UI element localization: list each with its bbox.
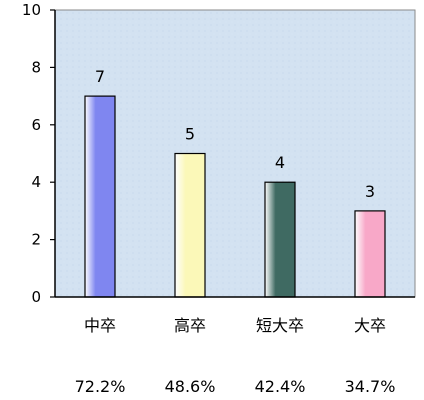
y-tick-label: 10 [22,1,41,19]
y-axis: 0 2 4 6 8 10 [22,1,55,306]
y-tick-label: 6 [31,116,41,134]
value-label: 4 [275,153,285,172]
category-label: 中卒 [84,316,116,335]
bar-大卒 [354,210,386,298]
percentage-labels: 72.2% 48.6% 42.4% 34.7% [75,377,396,396]
bar-高卒 [174,152,206,298]
y-tick-label: 8 [31,58,41,76]
bar-短大卒 [264,181,296,298]
y-tick-label: 2 [31,231,41,249]
value-label: 3 [365,182,375,201]
bar-中卒 [84,95,116,298]
category-labels: 中卒 高卒 短大卒 大卒 [84,316,386,335]
value-labels: 7 5 4 3 [95,67,375,201]
bars [84,95,386,298]
value-label: 7 [95,67,105,86]
category-label: 大卒 [354,316,386,335]
value-label: 5 [185,125,195,144]
percentage-label: 42.4% [255,377,306,396]
category-label: 短大卒 [256,316,304,335]
percentage-label: 34.7% [345,377,396,396]
category-label: 高卒 [174,316,206,335]
y-tick-label: 0 [31,288,41,306]
percentage-label: 72.2% [75,377,126,396]
percentage-label: 48.6% [165,377,216,396]
y-tick-label: 4 [31,173,41,191]
